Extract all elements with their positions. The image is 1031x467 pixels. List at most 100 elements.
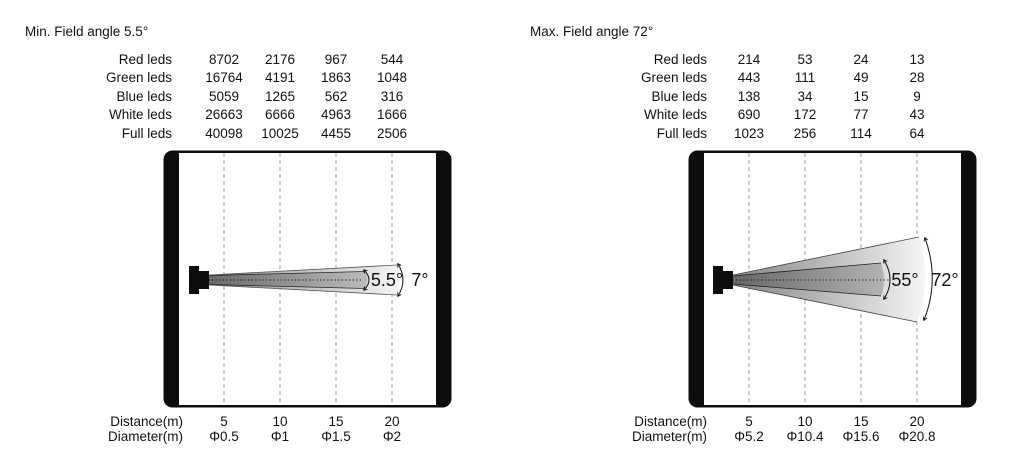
- lux-value: 49: [853, 70, 869, 86]
- lux-value: 316: [380, 88, 404, 104]
- distance-row: Distance(m) 5 10 15 20: [20, 414, 420, 429]
- lux-value: 967: [324, 52, 348, 67]
- outer-angle-label: 72°: [931, 270, 958, 290]
- distance-value: 15: [328, 414, 344, 429]
- min-angle-scale-table: Distance(m) 5 10 15 20 Diameter(m) Φ0.5 …: [20, 414, 420, 444]
- lux-value: 4963: [320, 107, 352, 123]
- lux-value: 114: [850, 125, 872, 141]
- lux-value: 1666: [376, 107, 408, 123]
- table-row: Red leds 8702 2176 967 544: [20, 51, 420, 69]
- light-fixture-icon: [713, 266, 733, 294]
- inner-angle-label: 5.5°: [371, 270, 403, 290]
- min-angle-beam-diagram: 5.5° 7°: [163, 150, 452, 408]
- lux-value: 8702: [208, 52, 240, 67]
- row-label: Full leds: [656, 125, 707, 141]
- lux-value: 26663: [205, 107, 243, 123]
- inner-beam-edges: [208, 271, 366, 289]
- diameter-value: Φ1: [270, 429, 290, 445]
- lux-value: 77: [853, 107, 869, 123]
- lux-value: 4455: [320, 125, 352, 141]
- diameter-label: Diameter(m): [107, 429, 183, 445]
- table-row: Full leds 40098 10025 4455 2506: [20, 125, 420, 143]
- lux-value: 16764: [205, 70, 243, 86]
- row-label: Red leds: [118, 52, 172, 67]
- diameter-value: Φ20.8: [898, 429, 936, 445]
- outer-angle-arc: [924, 238, 933, 320]
- lux-value: 6666: [264, 107, 296, 123]
- table-row: Full leds 1023 256 114 64: [525, 125, 945, 143]
- distance-row: Distance(m) 5 10 15 20: [525, 414, 945, 429]
- diameter-row: Diameter(m) Φ5.2 Φ10.4 Φ15.6 Φ20.8: [525, 429, 945, 444]
- lux-value: 5059: [208, 88, 240, 104]
- diameter-row: Diameter(m) Φ0.5 Φ1 Φ1.5 Φ2: [20, 429, 420, 444]
- row-label: Green leds: [105, 70, 172, 86]
- lux-value: 13: [909, 52, 925, 67]
- lux-value: 1863: [320, 70, 352, 86]
- outer-beam-edges: [732, 236, 920, 323]
- outer-angle-arc: [398, 264, 404, 296]
- diameter-value: Φ15.6: [842, 429, 880, 445]
- max-angle-beam-diagram: 55° 72°: [688, 150, 977, 408]
- inner-angle-arc: [884, 260, 891, 299]
- lux-value: 690: [737, 107, 761, 123]
- lux-value: 111: [794, 70, 816, 86]
- row-label: Red leds: [653, 52, 707, 67]
- table-row: Green leds 443 111 49 28: [525, 69, 945, 87]
- inner-angle-arc: [364, 270, 370, 290]
- inner-angle-label: 55°: [891, 270, 918, 290]
- panel-title: Min. Field angle 5.5°: [25, 24, 149, 39]
- diameter-value: Φ2: [382, 429, 402, 445]
- max-angle-lux-table: Max. Field angle 72° Red leds 214 53 24 …: [525, 22, 945, 143]
- lux-value: 1048: [376, 70, 408, 86]
- distance-value: 15: [853, 414, 869, 429]
- light-fixture-icon: [189, 266, 209, 294]
- outer-angle-label: 7°: [411, 270, 428, 290]
- diameter-label: Diameter(m): [631, 429, 707, 445]
- distance-value: 10: [272, 414, 288, 429]
- lux-value: 4191: [264, 70, 296, 86]
- distance-value: 5: [220, 414, 228, 429]
- table-row: Blue leds 138 34 15 9: [525, 88, 945, 106]
- lux-value: 256: [793, 125, 817, 141]
- lux-value: 562: [324, 88, 348, 104]
- lux-value: 1265: [264, 88, 296, 104]
- distance-value: 20: [384, 414, 400, 429]
- lux-value: 34: [797, 88, 813, 104]
- diameter-value: Φ5.2: [734, 429, 764, 445]
- distance-value: 10: [797, 414, 813, 429]
- lux-value: 43: [909, 107, 925, 123]
- row-label: Blue leds: [116, 88, 172, 104]
- diameter-value: Φ0.5: [209, 429, 239, 445]
- table-row: Blue leds 5059 1265 562 316: [20, 88, 420, 106]
- outer-beam-edges: [208, 264, 398, 296]
- table-row: Red leds 214 53 24 13: [525, 51, 945, 69]
- lux-value: 2176: [264, 52, 296, 67]
- lux-value: 9: [913, 88, 921, 104]
- lux-value: 544: [380, 52, 404, 67]
- row-label: Green leds: [640, 70, 707, 86]
- table-row: Green leds 16764 4191 1863 1048: [20, 69, 420, 87]
- lux-value: 2506: [376, 125, 408, 141]
- diameter-value: Φ1.5: [321, 429, 351, 445]
- distance-label: Distance(m): [110, 414, 183, 429]
- distance-value: 5: [745, 414, 753, 429]
- max-angle-scale-table: Distance(m) 5 10 15 20 Diameter(m) Φ5.2 …: [525, 414, 945, 444]
- row-label: Full leds: [121, 125, 172, 141]
- lux-value: 138: [737, 88, 761, 104]
- row-label: Blue leds: [651, 88, 707, 104]
- distance-value: 20: [909, 414, 925, 429]
- lux-value: 24: [853, 52, 869, 67]
- panel-title: Max. Field angle 72°: [530, 24, 654, 39]
- lux-value: 443: [737, 70, 761, 86]
- min-angle-lux-table: Min. Field angle 5.5° Red leds 8702 2176…: [20, 22, 420, 143]
- table-row: White leds 26663 6666 4963 1666: [20, 106, 420, 124]
- lux-value: 15: [853, 88, 869, 104]
- row-label: White leds: [108, 107, 172, 123]
- inner-beam-edges: [732, 262, 882, 297]
- lux-value: 1023: [733, 125, 765, 141]
- diameter-value: Φ10.4: [786, 429, 824, 445]
- lux-value: 64: [909, 125, 925, 141]
- lux-value: 10025: [261, 125, 299, 141]
- lux-value: 214: [737, 52, 761, 67]
